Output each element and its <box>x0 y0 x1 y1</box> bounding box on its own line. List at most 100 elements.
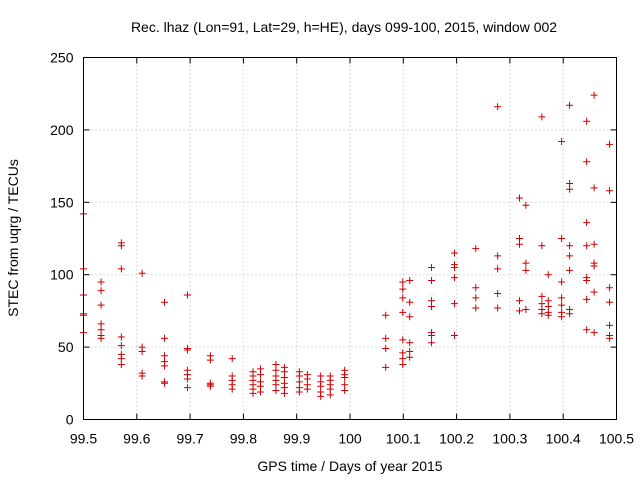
data-point <box>399 294 407 302</box>
y-tick-label: 200 <box>50 122 74 138</box>
data-point <box>206 356 214 364</box>
data-point <box>406 313 414 321</box>
data-point <box>583 276 591 284</box>
y-tick-label: 250 <box>50 50 74 66</box>
data-point <box>382 363 390 371</box>
data-point <box>326 391 334 399</box>
chart-title: Rec. lhaz (Lon=91, Lat=29, h=HE), days 0… <box>131 19 557 35</box>
data-point <box>515 194 523 202</box>
data-point <box>494 103 502 111</box>
data-point <box>590 329 598 337</box>
data-point <box>538 242 546 250</box>
data-point <box>538 292 546 300</box>
data-point <box>272 387 280 395</box>
data-point <box>522 259 530 267</box>
data-point <box>138 372 146 380</box>
data-point <box>399 360 407 368</box>
x-tick-label: 99.9 <box>283 431 310 447</box>
data-point <box>538 310 546 318</box>
data-point <box>295 388 303 396</box>
x-axis-label: GPS time / Days of year 2015 <box>257 458 442 474</box>
data-point <box>583 242 591 250</box>
data-point <box>256 388 264 396</box>
data-point <box>249 389 257 397</box>
data-point <box>317 392 325 400</box>
data-point <box>206 382 214 390</box>
y-axis-label: STEC from uqrg / TECUs <box>5 159 21 317</box>
data-point <box>97 278 105 286</box>
data-point <box>494 252 502 260</box>
data-point <box>256 371 264 379</box>
data-point <box>341 387 349 395</box>
data-point <box>590 240 598 248</box>
data-point <box>590 262 598 270</box>
data-point <box>428 263 436 271</box>
data-point <box>566 242 574 250</box>
data-point <box>590 91 598 99</box>
data-point <box>183 346 191 354</box>
data-point <box>583 117 591 125</box>
ticks-layer: 99.5 99.6 99.7 99.8 99.9 100 100.1 100.2 100.3 10… <box>50 50 634 447</box>
data-point <box>472 284 480 292</box>
data-point <box>606 284 614 292</box>
y-tick-label: 100 <box>50 267 74 283</box>
data-point <box>280 389 288 397</box>
data-point <box>472 304 480 312</box>
data-point <box>590 184 598 192</box>
data-point <box>522 266 530 274</box>
data-point <box>406 276 414 284</box>
data-point <box>558 313 566 321</box>
x-tick-label: 100 <box>338 431 362 447</box>
data-point <box>117 342 125 350</box>
x-tick-label: 100.3 <box>492 431 527 447</box>
data-point <box>183 384 191 392</box>
data-point <box>583 295 591 303</box>
data-point <box>138 269 146 277</box>
data-point <box>183 375 191 383</box>
data-point <box>558 235 566 242</box>
data-point <box>606 140 614 148</box>
data-point <box>117 242 125 250</box>
data-point <box>522 305 530 313</box>
x-tick-label: 100.2 <box>439 431 474 447</box>
data-point <box>583 326 591 334</box>
data-point <box>399 278 407 286</box>
x-tick-label: 100.1 <box>386 431 421 447</box>
data-point <box>544 271 552 279</box>
data-point <box>97 334 105 342</box>
data-point <box>428 339 436 347</box>
data-point <box>558 301 566 309</box>
data-point <box>558 137 566 145</box>
data-point <box>406 353 414 361</box>
data-point <box>494 304 502 312</box>
data-point <box>472 294 480 302</box>
data-point <box>450 263 458 271</box>
data-point <box>566 252 574 260</box>
data-point <box>382 334 390 342</box>
data-point <box>566 101 574 109</box>
x-tick-label: 100.4 <box>546 431 581 447</box>
data-point <box>515 307 523 315</box>
data-point <box>544 311 552 319</box>
data-point <box>117 360 125 368</box>
data-point <box>583 158 591 166</box>
data-point <box>450 300 458 308</box>
data-point <box>566 185 574 193</box>
data-point <box>450 249 458 257</box>
x-tick-label: 99.7 <box>176 431 203 447</box>
x-tick-label: 99.8 <box>230 431 257 447</box>
data-point <box>515 240 523 248</box>
data-point <box>428 276 436 284</box>
data-point <box>590 288 598 296</box>
data-point <box>341 374 349 382</box>
data-point <box>228 355 236 363</box>
data-point <box>399 336 407 344</box>
data-point <box>494 290 502 298</box>
data-point <box>228 385 236 393</box>
data-point <box>161 362 169 370</box>
data-point <box>450 274 458 282</box>
data-point <box>522 201 530 209</box>
y-tick-label: 50 <box>58 339 74 355</box>
x-tick-label: 99.6 <box>123 431 150 447</box>
